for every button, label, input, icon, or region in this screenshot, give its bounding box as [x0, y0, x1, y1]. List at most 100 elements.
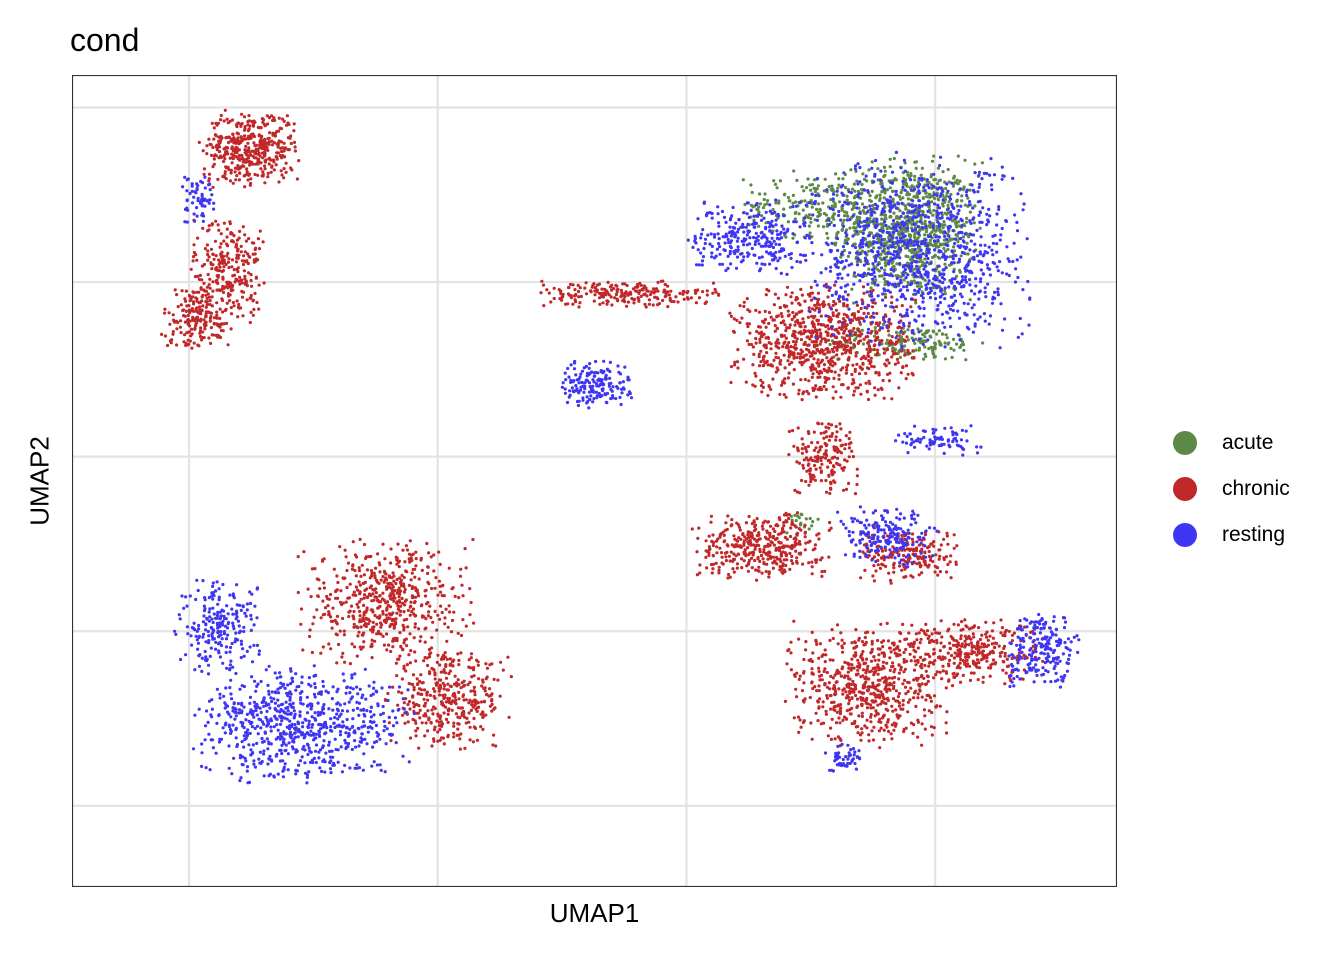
point-chronic — [248, 255, 252, 259]
point-acute — [931, 255, 935, 259]
point-chronic — [647, 302, 652, 306]
point-acute — [785, 531, 789, 535]
point-chronic — [456, 722, 460, 726]
point-chronic — [753, 537, 757, 541]
point-acute — [782, 207, 786, 211]
point-chronic — [540, 279, 544, 283]
point-chronic — [490, 662, 494, 666]
point-acute — [946, 167, 950, 172]
point-chronic — [814, 395, 818, 399]
point-chronic — [207, 177, 211, 181]
point-chronic — [361, 616, 365, 620]
point-chronic — [395, 601, 399, 605]
point-chronic — [868, 348, 873, 352]
point-chronic — [227, 265, 231, 270]
point-chronic — [253, 247, 257, 252]
point-chronic — [775, 366, 779, 370]
point-chronic — [770, 541, 774, 545]
point-chronic — [876, 348, 880, 352]
point-chronic — [419, 673, 423, 677]
point-chronic — [208, 277, 212, 281]
point-chronic — [656, 289, 660, 293]
point-chronic — [610, 303, 614, 307]
point-acute — [868, 198, 872, 202]
point-chronic — [416, 692, 420, 696]
point-chronic — [869, 315, 873, 319]
point-acute — [885, 338, 889, 342]
point-chronic — [205, 296, 209, 300]
point-chronic — [202, 322, 206, 326]
point-chronic — [457, 663, 461, 667]
point-chronic — [824, 378, 828, 382]
point-chronic — [389, 592, 393, 596]
point-chronic — [825, 356, 829, 360]
point-chronic — [365, 617, 369, 621]
point-chronic — [840, 638, 844, 642]
point-chronic — [674, 295, 678, 299]
point-chronic — [388, 613, 393, 617]
point-chronic — [254, 162, 258, 166]
point-acute — [766, 199, 770, 203]
point-chronic — [736, 539, 740, 543]
point-acute — [950, 355, 954, 359]
point-chronic — [642, 293, 646, 297]
point-chronic — [335, 622, 339, 626]
point-chronic — [256, 237, 260, 241]
point-chronic — [781, 345, 785, 349]
point-chronic — [204, 289, 208, 293]
point-chronic — [789, 352, 794, 356]
point-chronic — [949, 554, 953, 558]
point-chronic — [252, 141, 256, 145]
point-chronic — [231, 157, 235, 161]
point-chronic — [358, 609, 362, 614]
point-chronic — [462, 679, 466, 683]
point-chronic — [751, 345, 756, 349]
point-chronic — [882, 347, 886, 351]
point-chronic — [785, 285, 790, 289]
point-chronic — [449, 684, 453, 688]
point-chronic — [574, 300, 578, 304]
point-chronic — [871, 574, 875, 578]
point-chronic — [235, 299, 239, 303]
point-acute — [981, 341, 985, 345]
point-chronic — [222, 286, 226, 290]
point-chronic — [241, 314, 245, 318]
point-chronic — [470, 703, 474, 707]
point-chronic — [781, 546, 786, 550]
point-chronic — [780, 570, 784, 574]
point-chronic — [228, 179, 233, 183]
point-acute — [964, 220, 969, 224]
point-chronic — [807, 306, 811, 310]
point-acute — [946, 240, 950, 244]
point-chronic — [833, 341, 837, 345]
point-acute — [816, 184, 821, 188]
point-chronic — [718, 535, 722, 539]
point-chronic — [764, 343, 768, 347]
point-chronic — [208, 319, 212, 323]
point-chronic — [858, 320, 862, 325]
point-chronic — [327, 610, 331, 614]
point-chronic — [892, 309, 897, 313]
point-chronic — [461, 594, 465, 598]
point-chronic — [685, 291, 689, 295]
point-chronic — [444, 717, 449, 722]
point-chronic — [279, 169, 283, 173]
point-acute — [943, 288, 947, 293]
point-chronic — [771, 555, 776, 559]
point-chronic — [656, 280, 660, 284]
point-chronic — [767, 575, 771, 579]
point-chronic — [834, 302, 838, 306]
point-chronic — [443, 616, 447, 620]
point-chronic — [413, 625, 417, 629]
point-chronic — [798, 310, 802, 314]
point-chronic — [715, 545, 719, 549]
point-acute — [934, 342, 938, 346]
point-chronic — [420, 603, 424, 607]
point-chronic — [775, 327, 779, 331]
point-chronic — [414, 659, 418, 663]
point-chronic — [417, 577, 421, 581]
point-chronic — [833, 480, 837, 484]
point-acute — [881, 322, 886, 326]
point-chronic — [791, 561, 795, 566]
point-acute — [965, 241, 969, 245]
